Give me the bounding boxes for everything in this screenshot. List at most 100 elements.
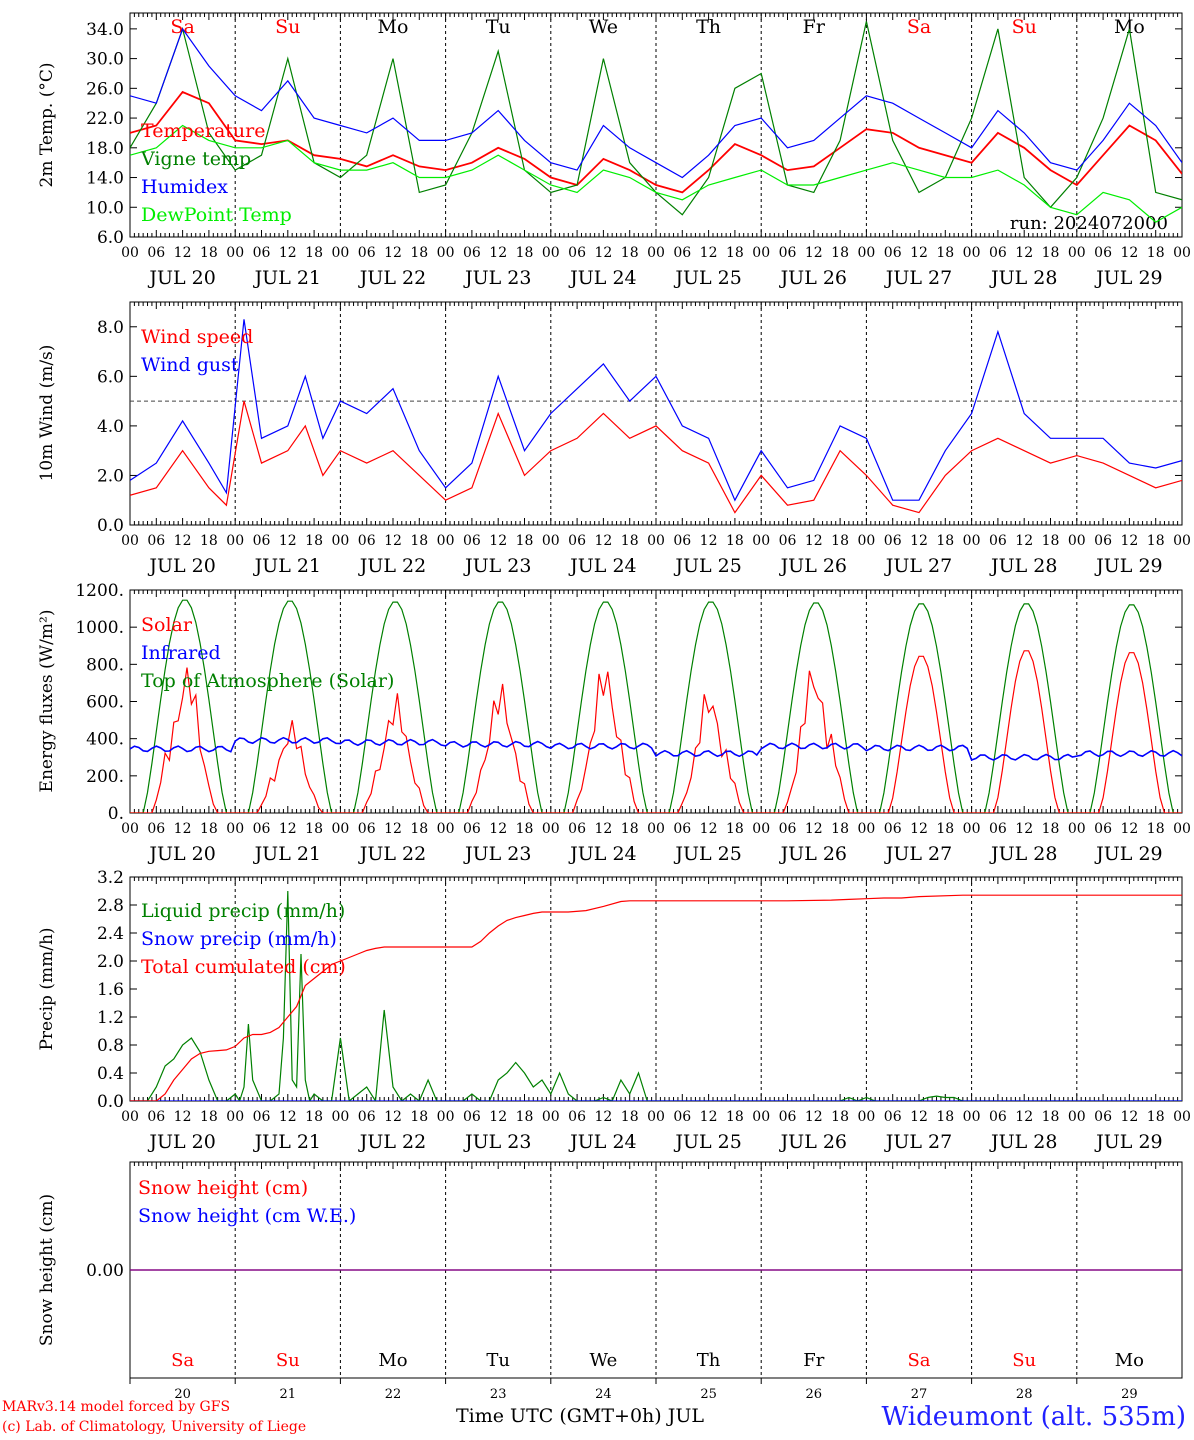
weekday-label: Su bbox=[276, 1350, 300, 1371]
hour-tick-label: 00 bbox=[542, 821, 560, 837]
hour-tick-label: 12 bbox=[174, 821, 192, 837]
y-tick-label: 1.6 bbox=[97, 980, 124, 1000]
day-label: JUL 27 bbox=[884, 843, 952, 865]
hour-tick-label: 18 bbox=[1147, 533, 1165, 549]
y-tick-label: 2.8 bbox=[97, 896, 124, 916]
weekday-label: Su bbox=[1012, 16, 1037, 38]
y-tick-label: 800. bbox=[86, 655, 124, 675]
day-label: JUL 20 bbox=[147, 1131, 215, 1153]
hour-tick-label: 18 bbox=[726, 1109, 744, 1125]
hour-tick-label: 12 bbox=[594, 1109, 612, 1125]
hour-tick-label: 00 bbox=[226, 821, 244, 837]
hour-tick-label: 00 bbox=[1068, 1109, 1086, 1125]
day-label: JUL 20 bbox=[147, 843, 215, 865]
hour-tick-label: 18 bbox=[200, 1109, 218, 1125]
hour-tick-label: 12 bbox=[174, 245, 192, 261]
hour-tick-label: 18 bbox=[1147, 1109, 1165, 1125]
hour-tick-label: 00 bbox=[752, 1109, 770, 1125]
day-label: JUL 21 bbox=[253, 1131, 321, 1153]
weekday-label: Tu bbox=[486, 1350, 510, 1371]
hour-tick-label: 00 bbox=[437, 245, 455, 261]
hour-tick-label: 00 bbox=[121, 533, 139, 549]
hour-tick-label: 12 bbox=[594, 245, 612, 261]
hour-tick-label: 06 bbox=[463, 245, 481, 261]
day-number-label: 28 bbox=[1016, 1387, 1033, 1402]
legend-entry: Snow height (cm) bbox=[138, 1177, 308, 1199]
y-tick-label: 34.0 bbox=[86, 20, 124, 40]
y-axis-label: Precip (mm/h) bbox=[37, 927, 57, 1050]
hour-tick-label: 18 bbox=[621, 245, 639, 261]
hour-tick-label: 06 bbox=[147, 245, 165, 261]
hour-tick-label: 18 bbox=[831, 245, 849, 261]
y-axis-label: 10m Wind (m/s) bbox=[37, 345, 57, 482]
hour-tick-label: 18 bbox=[305, 1109, 323, 1125]
day-number-label: 21 bbox=[280, 1387, 297, 1402]
hour-tick-label: 18 bbox=[1147, 821, 1165, 837]
legend-entry: Snow height (cm W.E.) bbox=[138, 1205, 356, 1227]
day-label: JUL 29 bbox=[1094, 1131, 1162, 1153]
hour-tick-label: 06 bbox=[568, 1109, 586, 1125]
day-number-label: 24 bbox=[595, 1387, 612, 1402]
hour-tick-label: 06 bbox=[989, 821, 1007, 837]
hour-tick-label: 00 bbox=[226, 245, 244, 261]
y-tick-label: 0.4 bbox=[97, 1064, 124, 1084]
hour-tick-label: 06 bbox=[253, 533, 271, 549]
hour-tick-label: 00 bbox=[121, 245, 139, 261]
hour-tick-label: 18 bbox=[410, 821, 428, 837]
hour-tick-label: 06 bbox=[463, 821, 481, 837]
hour-tick-label: 12 bbox=[910, 1109, 928, 1125]
y-tick-label: 1.2 bbox=[97, 1008, 124, 1028]
hour-tick-label: 00 bbox=[647, 1109, 665, 1125]
hour-tick-label: 12 bbox=[1120, 533, 1138, 549]
toa-solar-line bbox=[130, 599, 1182, 813]
weekday-label: Sa bbox=[907, 16, 931, 38]
y-tick-label: 1000. bbox=[75, 618, 124, 638]
hour-tick-label: 18 bbox=[516, 533, 534, 549]
day-label: JUL 29 bbox=[1094, 267, 1162, 289]
hour-tick-label: 12 bbox=[384, 821, 402, 837]
hour-tick-label: 18 bbox=[1042, 533, 1060, 549]
y-tick-label: 14.0 bbox=[86, 169, 124, 189]
hour-tick-label: 06 bbox=[358, 821, 376, 837]
hour-tick-label: 00 bbox=[1173, 533, 1191, 549]
hour-tick-label: 06 bbox=[989, 1109, 1007, 1125]
hour-tick-label: 18 bbox=[936, 1109, 954, 1125]
infrared-line bbox=[130, 736, 1182, 762]
y-tick-label: 200. bbox=[86, 767, 124, 787]
hour-tick-label: 18 bbox=[726, 821, 744, 837]
legend-entry: DewPoint Temp bbox=[141, 204, 292, 226]
panel-3: 0. 200. 400. 600. 800. 1000. 1200. Energy fluxe… bbox=[37, 581, 1191, 865]
hour-tick-label: 00 bbox=[1068, 821, 1086, 837]
run-label: run: 2024072000 bbox=[1010, 213, 1168, 234]
weekday-label: Th bbox=[697, 1350, 721, 1371]
hour-tick-label: 18 bbox=[621, 1109, 639, 1125]
hour-tick-label: 06 bbox=[673, 533, 691, 549]
y-tick-label: 6.0 bbox=[97, 228, 124, 248]
hour-tick-label: 06 bbox=[884, 821, 902, 837]
humidex-line bbox=[130, 27, 1182, 179]
hour-tick-label: 12 bbox=[700, 245, 718, 261]
y-axis-label: Energy fluxes (W/m²) bbox=[37, 610, 57, 793]
hour-tick-label: 00 bbox=[647, 245, 665, 261]
panel-1: 6.0 10.0 14.0 18.0 22.0 26.0 30.0 34.0 2m Temp. … bbox=[37, 12, 1191, 289]
hour-tick-label: 00 bbox=[647, 821, 665, 837]
dewpoint-temp-line bbox=[130, 124, 1182, 223]
hour-tick-label: 00 bbox=[542, 1109, 560, 1125]
hour-tick-label: 06 bbox=[147, 533, 165, 549]
day-label: JUL 24 bbox=[568, 267, 636, 289]
hour-tick-label: 00 bbox=[857, 1109, 875, 1125]
hour-tick-label: 00 bbox=[437, 821, 455, 837]
hour-tick-label: 12 bbox=[594, 821, 612, 837]
hour-tick-label: 06 bbox=[884, 245, 902, 261]
day-label: JUL 24 bbox=[568, 843, 636, 865]
day-label: JUL 20 bbox=[147, 267, 215, 289]
weekday-label: Sa bbox=[171, 1350, 194, 1371]
y-tick-label: 2.0 bbox=[97, 952, 124, 972]
day-label: JUL 28 bbox=[989, 555, 1057, 577]
hour-tick-label: 12 bbox=[805, 533, 823, 549]
weekday-label: Sa bbox=[907, 1350, 930, 1371]
y-tick-label: 1200. bbox=[75, 581, 124, 601]
hour-tick-label: 06 bbox=[1094, 533, 1112, 549]
weekday-label: Fr bbox=[803, 16, 826, 38]
